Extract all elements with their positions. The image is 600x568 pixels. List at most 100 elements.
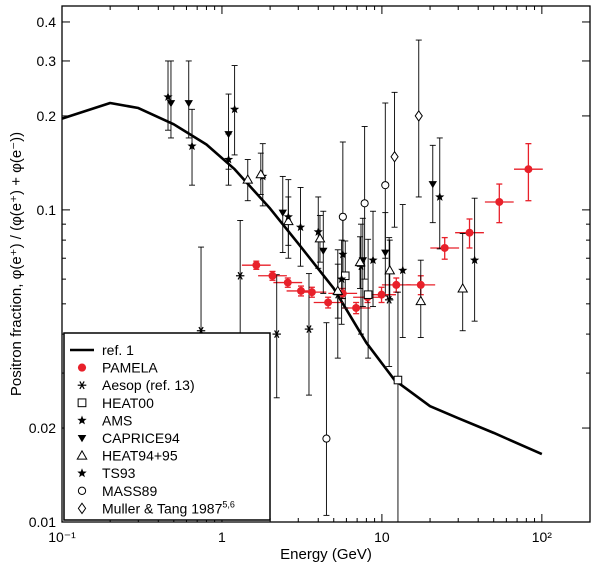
legend-label: Aesop (ref. 13) — [102, 377, 195, 393]
marker-triangle — [314, 232, 326, 243]
data-point — [440, 243, 449, 252]
marker-dot — [440, 243, 449, 252]
marker-triangle — [242, 174, 254, 184]
legend-label: PAMELA — [102, 360, 158, 376]
marker-square — [363, 290, 373, 299]
data-point — [352, 303, 361, 312]
marker-triangle — [384, 264, 396, 275]
data-point — [337, 274, 347, 284]
marker-asterisk-stroke — [79, 381, 85, 390]
marker-dot — [77, 363, 87, 372]
marker-square — [393, 375, 403, 385]
marker-dot — [392, 280, 401, 289]
y-tick-label: 0.01 — [29, 514, 56, 530]
data-point — [163, 92, 173, 101]
data-point — [390, 150, 399, 163]
marker-triangle — [354, 256, 366, 267]
marker-star — [295, 222, 306, 232]
marker-diamond — [414, 110, 423, 122]
marker-star — [223, 154, 234, 164]
marker-triangle-down — [428, 181, 437, 189]
marker-square — [77, 398, 87, 408]
marker-dot — [524, 165, 533, 174]
marker-triangle-down — [184, 100, 193, 108]
data-point — [314, 232, 326, 243]
data-point — [392, 280, 401, 289]
data-point — [398, 265, 408, 275]
data-point — [283, 212, 293, 221]
data-point — [470, 255, 480, 265]
data-point — [272, 330, 281, 339]
data-point — [524, 165, 533, 174]
marker-ring — [322, 434, 331, 443]
legend-box — [63, 332, 271, 521]
marker-asterisk-stroke — [237, 271, 243, 280]
marker-star — [77, 468, 87, 478]
data-markers — [163, 92, 533, 443]
data-point — [416, 280, 425, 289]
data-point — [268, 271, 277, 280]
x-tick-label: 10⁻¹ — [48, 529, 76, 545]
data-point — [230, 104, 240, 114]
legend-label: CAPRICE94 — [102, 430, 180, 446]
legend-label-superscript: 5,6 — [222, 499, 235, 509]
marker-diamond — [390, 150, 399, 163]
marker-dot — [324, 298, 333, 307]
curve-ref-1 — [61, 101, 543, 456]
marker-dot — [268, 271, 277, 280]
marker-triangle — [457, 282, 469, 293]
data-point — [166, 100, 176, 108]
data-point — [457, 282, 469, 293]
y-tick-label: 0.3 — [37, 53, 57, 69]
data-point — [332, 285, 344, 295]
legend-label: HEAT94+95 — [102, 448, 178, 464]
marker-star — [313, 227, 323, 236]
data-point — [282, 215, 294, 226]
marker-triangle — [76, 449, 88, 460]
x-tick-label: 10² — [532, 529, 553, 545]
tick-labels: 10⁻¹ 1 10 10² 0.01 0.02 0.1 0.2 0.3 0.4 — [29, 14, 553, 545]
data-point — [242, 174, 254, 184]
plot-frame — [61, 5, 591, 523]
legend-marker — [77, 486, 87, 495]
data-point — [384, 264, 396, 275]
marker-dot — [252, 261, 261, 270]
data-point — [338, 212, 347, 221]
legend-label: TS93 — [102, 465, 136, 481]
marker-triangle-down — [381, 249, 390, 257]
marker-star — [337, 274, 347, 284]
marker-triangle-down — [166, 100, 176, 108]
marker-star — [77, 415, 87, 425]
data-point — [278, 209, 287, 217]
x-axis-label: Energy (GeV) — [280, 546, 372, 563]
data-point — [252, 261, 261, 270]
data-point — [435, 192, 445, 201]
marker-star — [398, 265, 408, 275]
y-axis-label: Positron fraction, φ(e⁺) / (φ(e⁺) + φ(e⁻… — [8, 132, 25, 396]
legend-marker — [77, 468, 87, 478]
data-point — [304, 325, 314, 334]
marker-star — [435, 192, 445, 201]
data-point — [283, 278, 292, 287]
data-point — [360, 199, 369, 208]
legend-label: MASS89 — [102, 483, 157, 499]
data-point — [363, 290, 373, 299]
marker-star — [283, 212, 293, 221]
data-point — [319, 247, 328, 255]
legend-marker — [77, 381, 87, 390]
data-point — [414, 110, 423, 122]
data-point — [393, 375, 403, 385]
marker-dot — [495, 197, 504, 206]
data-point — [307, 288, 316, 297]
marker-triangle-down — [224, 131, 233, 139]
x-tick-label: 10 — [374, 529, 390, 545]
marker-triangle — [282, 215, 294, 226]
legend-marker — [76, 449, 88, 460]
x-tick-label: 1 — [218, 529, 226, 545]
marker-asterisk-stroke — [274, 330, 280, 339]
marker-dot — [283, 278, 292, 287]
legend-marker — [77, 363, 87, 372]
marker-dot — [465, 228, 474, 237]
